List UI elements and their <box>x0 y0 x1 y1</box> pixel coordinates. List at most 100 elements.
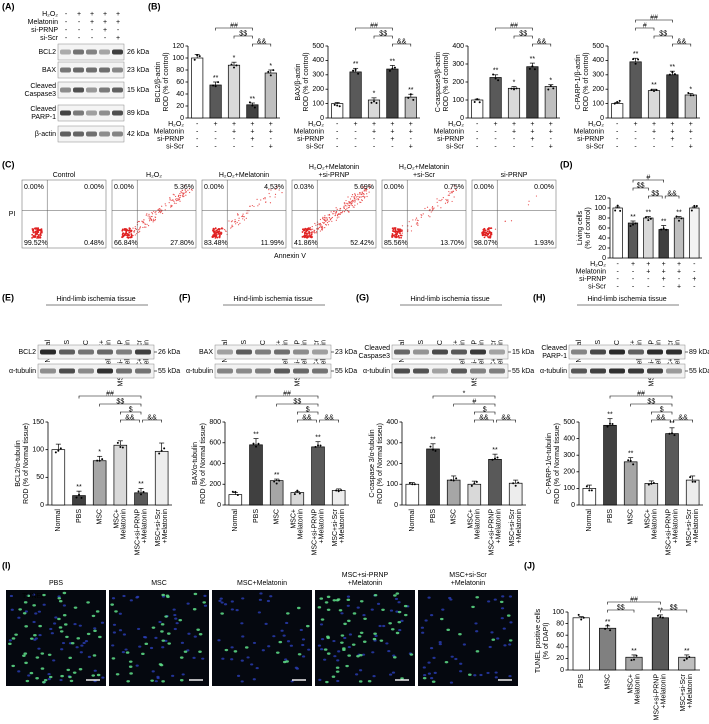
dapi-nucleus <box>250 663 254 666</box>
condition-sign: + <box>214 121 218 128</box>
flow-event <box>32 229 35 232</box>
comparison-label: $$ <box>670 604 678 611</box>
condition-sign: - <box>214 128 217 135</box>
flow-event <box>363 185 366 187</box>
y-axis-label: BCL2/β-actin <box>155 62 162 103</box>
flow-event <box>214 236 217 239</box>
flow-event <box>349 198 352 200</box>
treatment-sign: + <box>116 11 120 18</box>
flow-event <box>155 211 157 213</box>
error-bar <box>231 490 239 496</box>
comparison-bracket <box>120 411 142 415</box>
sample-dot <box>54 451 57 454</box>
comparison-label: $$ <box>519 30 527 37</box>
x-tick-label: Melatonin <box>298 509 305 539</box>
tunel-nucleus <box>40 667 45 670</box>
bar <box>488 459 502 506</box>
x-tick-label: +Melatonin <box>687 674 694 709</box>
sample-dot <box>234 490 237 493</box>
comparison-label: && <box>397 38 407 45</box>
condition-sign: - <box>647 276 650 283</box>
sample-dot <box>296 489 299 492</box>
flow-event <box>426 206 429 208</box>
x-tick-label: Normal <box>55 509 62 532</box>
dapi-nucleus <box>267 645 271 648</box>
condition-sign: - <box>476 121 479 128</box>
comparison-label: $$ <box>637 182 645 189</box>
flow-event <box>354 204 356 206</box>
blot-band <box>97 368 113 374</box>
dapi-nucleus <box>397 601 401 604</box>
condition-sign: + <box>662 276 666 283</box>
error-bar <box>690 204 698 212</box>
condition-sign: - <box>336 143 339 150</box>
flow-event <box>322 221 324 224</box>
tunel-nucleus <box>35 656 40 659</box>
panel-label: (E) <box>2 292 14 302</box>
error-bar <box>647 480 655 486</box>
dapi-nucleus <box>118 629 123 632</box>
dapi-nucleus <box>93 627 97 630</box>
comparison-bracket <box>635 19 673 23</box>
y-tick-label: 0 <box>600 115 604 122</box>
comparison-bracket <box>474 411 496 415</box>
y-axis-label: ROD (% of Normal tissue) <box>554 423 561 504</box>
tunel-nucleus <box>129 672 133 675</box>
dapi-nucleus <box>449 681 454 684</box>
y-tick-label: 150 <box>32 419 44 426</box>
tunel-nucleus <box>403 604 408 608</box>
y-tick-label: 200 <box>209 481 221 488</box>
flow-event <box>486 230 489 233</box>
flow-event <box>153 210 155 212</box>
sample-dot <box>634 222 637 225</box>
dapi-nucleus <box>385 642 389 645</box>
dapi-nucleus <box>320 638 325 641</box>
flow-event <box>483 236 486 239</box>
tunel-nucleus <box>159 663 164 667</box>
band-name: Cleaved <box>30 83 56 90</box>
comparison-bracket <box>355 27 393 31</box>
flow-event <box>348 204 350 207</box>
dapi-nucleus <box>192 656 196 659</box>
comparison-bracket <box>496 419 516 423</box>
x-tick-label: PBS <box>607 509 614 523</box>
comparison-label: $ <box>129 406 133 413</box>
dapi-nucleus <box>294 666 298 669</box>
tunel-nucleus <box>160 623 165 626</box>
flow-event <box>146 213 148 215</box>
tunel-nucleus <box>220 612 224 615</box>
sample-dot <box>248 101 251 104</box>
dapi-nucleus <box>240 659 244 662</box>
flow-event <box>34 227 37 230</box>
flow-event <box>164 203 166 205</box>
flow-event <box>510 220 513 222</box>
dapi-nucleus <box>395 610 399 613</box>
tunel-nucleus <box>359 653 363 657</box>
dapi-nucleus <box>307 648 311 651</box>
microscopy-image <box>418 590 518 686</box>
flow-event <box>164 209 166 211</box>
sample-dot <box>694 480 697 483</box>
flow-event <box>38 234 40 236</box>
flow-event <box>173 202 176 204</box>
flow-event <box>138 229 140 231</box>
flow-event <box>441 198 443 201</box>
dapi-nucleus <box>156 675 160 678</box>
tunel-nucleus <box>446 628 451 632</box>
quadrant-percent: 13.70% <box>440 240 464 247</box>
sample-dot <box>231 490 234 493</box>
sample-dot <box>357 72 360 75</box>
bar <box>623 461 638 506</box>
dapi-nucleus <box>346 595 351 598</box>
comparison-bracket <box>630 403 673 407</box>
lane-label: MSC+si-PRNP <box>648 340 655 387</box>
sample-dot <box>647 483 650 486</box>
flow-event <box>36 233 38 236</box>
error-bar <box>335 488 343 493</box>
error-bar <box>668 427 676 437</box>
flow-event <box>424 207 426 210</box>
bar-label: ** <box>76 484 82 491</box>
condition-sign: - <box>690 136 693 143</box>
sample-dot <box>616 100 619 103</box>
flow-event <box>494 228 497 230</box>
